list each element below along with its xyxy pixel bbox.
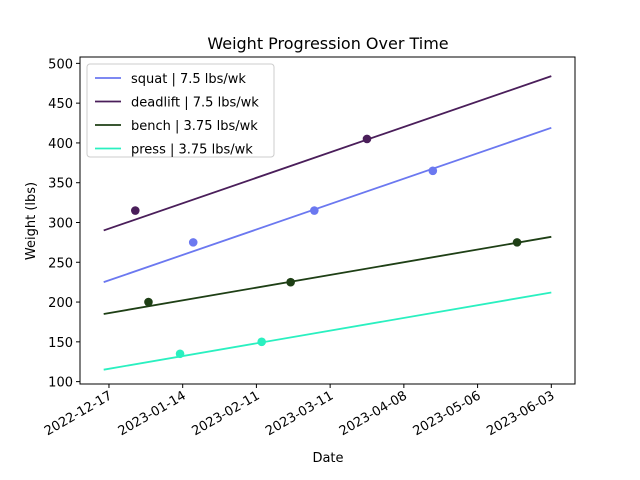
y-tick-label: 500 xyxy=(48,57,73,72)
legend-label: bench | 3.75 lbs/wk xyxy=(131,119,258,134)
series-line xyxy=(103,235,552,315)
data-point xyxy=(188,238,198,247)
x-tick-label: 2023-04-08 xyxy=(337,388,410,439)
x-tick-label: 2023-03-11 xyxy=(263,388,336,439)
data-point xyxy=(428,166,438,176)
y-tick-label: 100 xyxy=(48,376,73,391)
y-tick-label: 400 xyxy=(48,137,73,152)
data-point xyxy=(257,337,266,347)
y-tick-label: 350 xyxy=(48,177,73,192)
series-line xyxy=(103,291,552,371)
chart-title: Weight Progression Over Time xyxy=(207,34,448,53)
data-point xyxy=(512,238,522,247)
legend-box xyxy=(86,63,275,158)
data-point xyxy=(286,277,295,287)
data-point xyxy=(362,134,372,144)
data-point xyxy=(130,206,140,215)
data-point xyxy=(175,349,185,359)
y-axis-label: Weight (lbs) xyxy=(24,182,39,260)
legend-label: press | 3.75 lbs/wk xyxy=(131,143,253,158)
y-tick-label: 250 xyxy=(48,256,73,271)
x-tick-label: 2023-06-03 xyxy=(484,388,557,439)
y-tick-label: 450 xyxy=(48,97,73,112)
legend: squat | 7.5 lbs/wk deadlift | 7.5 lbs/wk b… xyxy=(86,63,275,158)
data-point xyxy=(310,206,319,215)
legend-label: deadlift | 7.5 lbs/wk xyxy=(131,96,259,111)
y-tick-label: 150 xyxy=(48,336,73,351)
x-tick-label: 2022-12-17 xyxy=(42,388,115,439)
legend-label: squat | 7.5 lbs/wk xyxy=(131,72,246,87)
plot-frame xyxy=(79,56,576,385)
x-tick-label: 2023-02-11 xyxy=(189,388,262,439)
x-axis-label: Date xyxy=(312,451,343,466)
y-tick-label: 200 xyxy=(48,296,73,311)
data-point xyxy=(144,297,153,307)
series-line xyxy=(103,126,552,284)
x-tick-label: 2023-01-14 xyxy=(116,388,189,439)
x-tick-label: 2023-05-06 xyxy=(411,388,484,439)
y-tick-label: 300 xyxy=(48,216,73,231)
series-line xyxy=(103,75,552,232)
